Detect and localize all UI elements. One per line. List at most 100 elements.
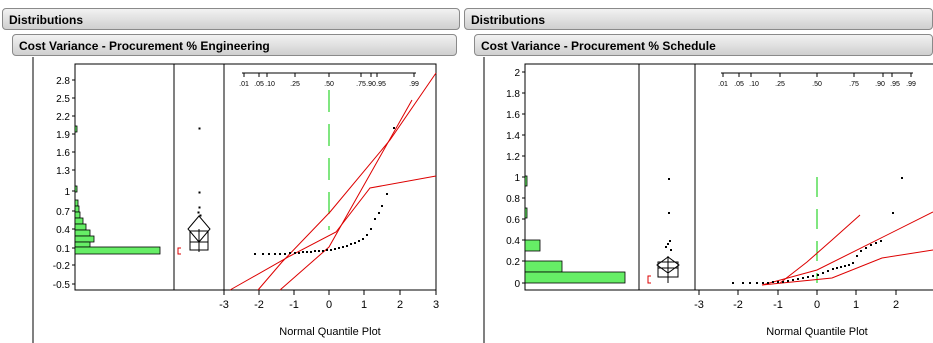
quantile-point bbox=[318, 250, 320, 252]
y-tick-label: 0.8 bbox=[506, 194, 520, 205]
distribution-panel-engineering: Distributions Cost Variance - Procuremen… bbox=[0, 0, 462, 343]
quantile-point bbox=[865, 247, 867, 249]
quantile-point bbox=[378, 212, 380, 214]
quantile-point bbox=[848, 264, 850, 266]
probability-tick: .01 bbox=[718, 81, 728, 88]
quantile-point bbox=[832, 268, 834, 270]
quantile-point bbox=[302, 251, 304, 253]
quantile-point bbox=[330, 249, 332, 251]
shortest-half-bracket bbox=[177, 247, 181, 255]
outer-title-right: Distributions bbox=[471, 13, 545, 27]
quantile-point bbox=[362, 238, 364, 240]
outlier-point bbox=[668, 178, 670, 180]
quantile-point bbox=[381, 205, 383, 207]
z-tick-label: -2 bbox=[254, 299, 264, 311]
y-tick-label: -0.2 bbox=[53, 261, 71, 272]
histogram-frame bbox=[524, 63, 640, 291]
quantile-point bbox=[298, 252, 300, 254]
z-tick-label: 2 bbox=[893, 299, 899, 311]
outlier-point bbox=[667, 243, 669, 245]
outlier-point bbox=[197, 211, 200, 214]
histogram-bar bbox=[74, 241, 91, 248]
quantile-point bbox=[860, 250, 862, 252]
shortest-half-bracket bbox=[647, 275, 651, 284]
outer-header-left[interactable]: Distributions bbox=[2, 8, 460, 30]
quantile-plot-caption: Normal Quantile Plot bbox=[766, 326, 868, 338]
quantile-point bbox=[782, 281, 784, 283]
quantile-point bbox=[366, 234, 368, 236]
y-tick-label: 1.8 bbox=[506, 89, 520, 100]
histogram-y-axis: 2.8 2.5 2.2 1.9 1.6 1.3 1 0.7 0.4 0.1 -0… bbox=[53, 76, 76, 291]
y-tick-label: 0.7 bbox=[56, 207, 70, 218]
histogram-bars bbox=[524, 175, 626, 284]
y-tick-label: 1.3 bbox=[56, 166, 70, 177]
quantile-point bbox=[787, 280, 789, 282]
quantile-point bbox=[314, 250, 316, 252]
quantile-point bbox=[342, 246, 344, 248]
quantile-frame bbox=[223, 63, 437, 291]
outer-header-right[interactable]: Distributions bbox=[464, 8, 933, 30]
probability-tick: .99 bbox=[906, 81, 916, 88]
histogram-frame bbox=[74, 63, 175, 291]
y-tick-label: 1.6 bbox=[56, 148, 70, 159]
probability-tick: .05 bbox=[734, 81, 744, 88]
quantile-point bbox=[875, 242, 877, 244]
inner-header-left[interactable]: Cost Variance - Procurement % Engineerin… bbox=[12, 34, 457, 56]
quantile-point bbox=[817, 274, 819, 276]
histogram-bar bbox=[74, 217, 84, 225]
quantile-point bbox=[326, 249, 328, 251]
probability-tick: .75 bbox=[356, 81, 366, 88]
outlier-point bbox=[198, 127, 201, 130]
quantile-point bbox=[289, 252, 291, 254]
probability-tick: .95 bbox=[376, 81, 386, 88]
y-tick-label: 1.9 bbox=[56, 130, 70, 141]
quantile-point bbox=[756, 282, 758, 284]
quantile-point bbox=[254, 253, 256, 255]
quantile-point bbox=[836, 267, 838, 269]
y-tick-label: 0.6 bbox=[506, 215, 520, 226]
outlier-point bbox=[198, 206, 201, 209]
z-tick-label: 2 bbox=[397, 299, 403, 311]
histogram-bar bbox=[74, 223, 87, 231]
quantile-point bbox=[807, 276, 809, 278]
quantile-point bbox=[268, 253, 270, 255]
probability-tick: .99 bbox=[409, 81, 419, 88]
quantile-point bbox=[322, 250, 324, 252]
probability-tick: .25 bbox=[775, 81, 785, 88]
probability-tick: .05 bbox=[254, 81, 264, 88]
y-tick-label: 1 bbox=[514, 173, 520, 184]
quantile-point bbox=[374, 218, 376, 220]
z-tick-label: 0 bbox=[814, 299, 820, 311]
inner-title-left: Cost Variance - Procurement % Engineerin… bbox=[19, 39, 270, 53]
outlier-point bbox=[668, 212, 670, 214]
quantile-point bbox=[870, 244, 872, 246]
boxplot-frame bbox=[173, 63, 225, 291]
probability-tick: .10 bbox=[265, 81, 275, 88]
z-tick-label: -1 bbox=[773, 299, 783, 311]
quantile-points bbox=[732, 177, 903, 284]
quantile-point bbox=[274, 253, 276, 255]
z-tick-label: -1 bbox=[289, 299, 299, 311]
quantile-point bbox=[802, 277, 804, 279]
quantile-point bbox=[767, 282, 769, 284]
quantile-point bbox=[350, 243, 352, 245]
histogram-bar bbox=[524, 260, 563, 273]
quantile-point bbox=[306, 251, 308, 253]
probability-tick: .90 bbox=[366, 81, 376, 88]
histogram-bar bbox=[74, 205, 80, 213]
z-tick-label: 1 bbox=[361, 299, 367, 311]
confidence-band-upper bbox=[779, 214, 861, 284]
y-tick-label: 0.2 bbox=[506, 257, 520, 268]
chart-area-left: 2.8 2.5 2.2 1.9 1.6 1.3 1 0.7 0.4 0.1 -0… bbox=[32, 57, 439, 343]
z-tick-label: 0 bbox=[326, 299, 332, 311]
quantile-point bbox=[732, 282, 734, 284]
inner-title-right: Cost Variance - Procurement % Schedule bbox=[481, 39, 716, 53]
quantile-point bbox=[279, 253, 281, 255]
quantile-point bbox=[901, 177, 903, 179]
z-tick-label: -3 bbox=[694, 299, 704, 311]
z-tick-label: 3 bbox=[433, 299, 439, 311]
quantile-point bbox=[262, 253, 264, 255]
quantile-point bbox=[334, 248, 336, 250]
inner-header-right[interactable]: Cost Variance - Procurement % Schedule bbox=[474, 34, 933, 56]
outlier-point bbox=[199, 214, 202, 217]
